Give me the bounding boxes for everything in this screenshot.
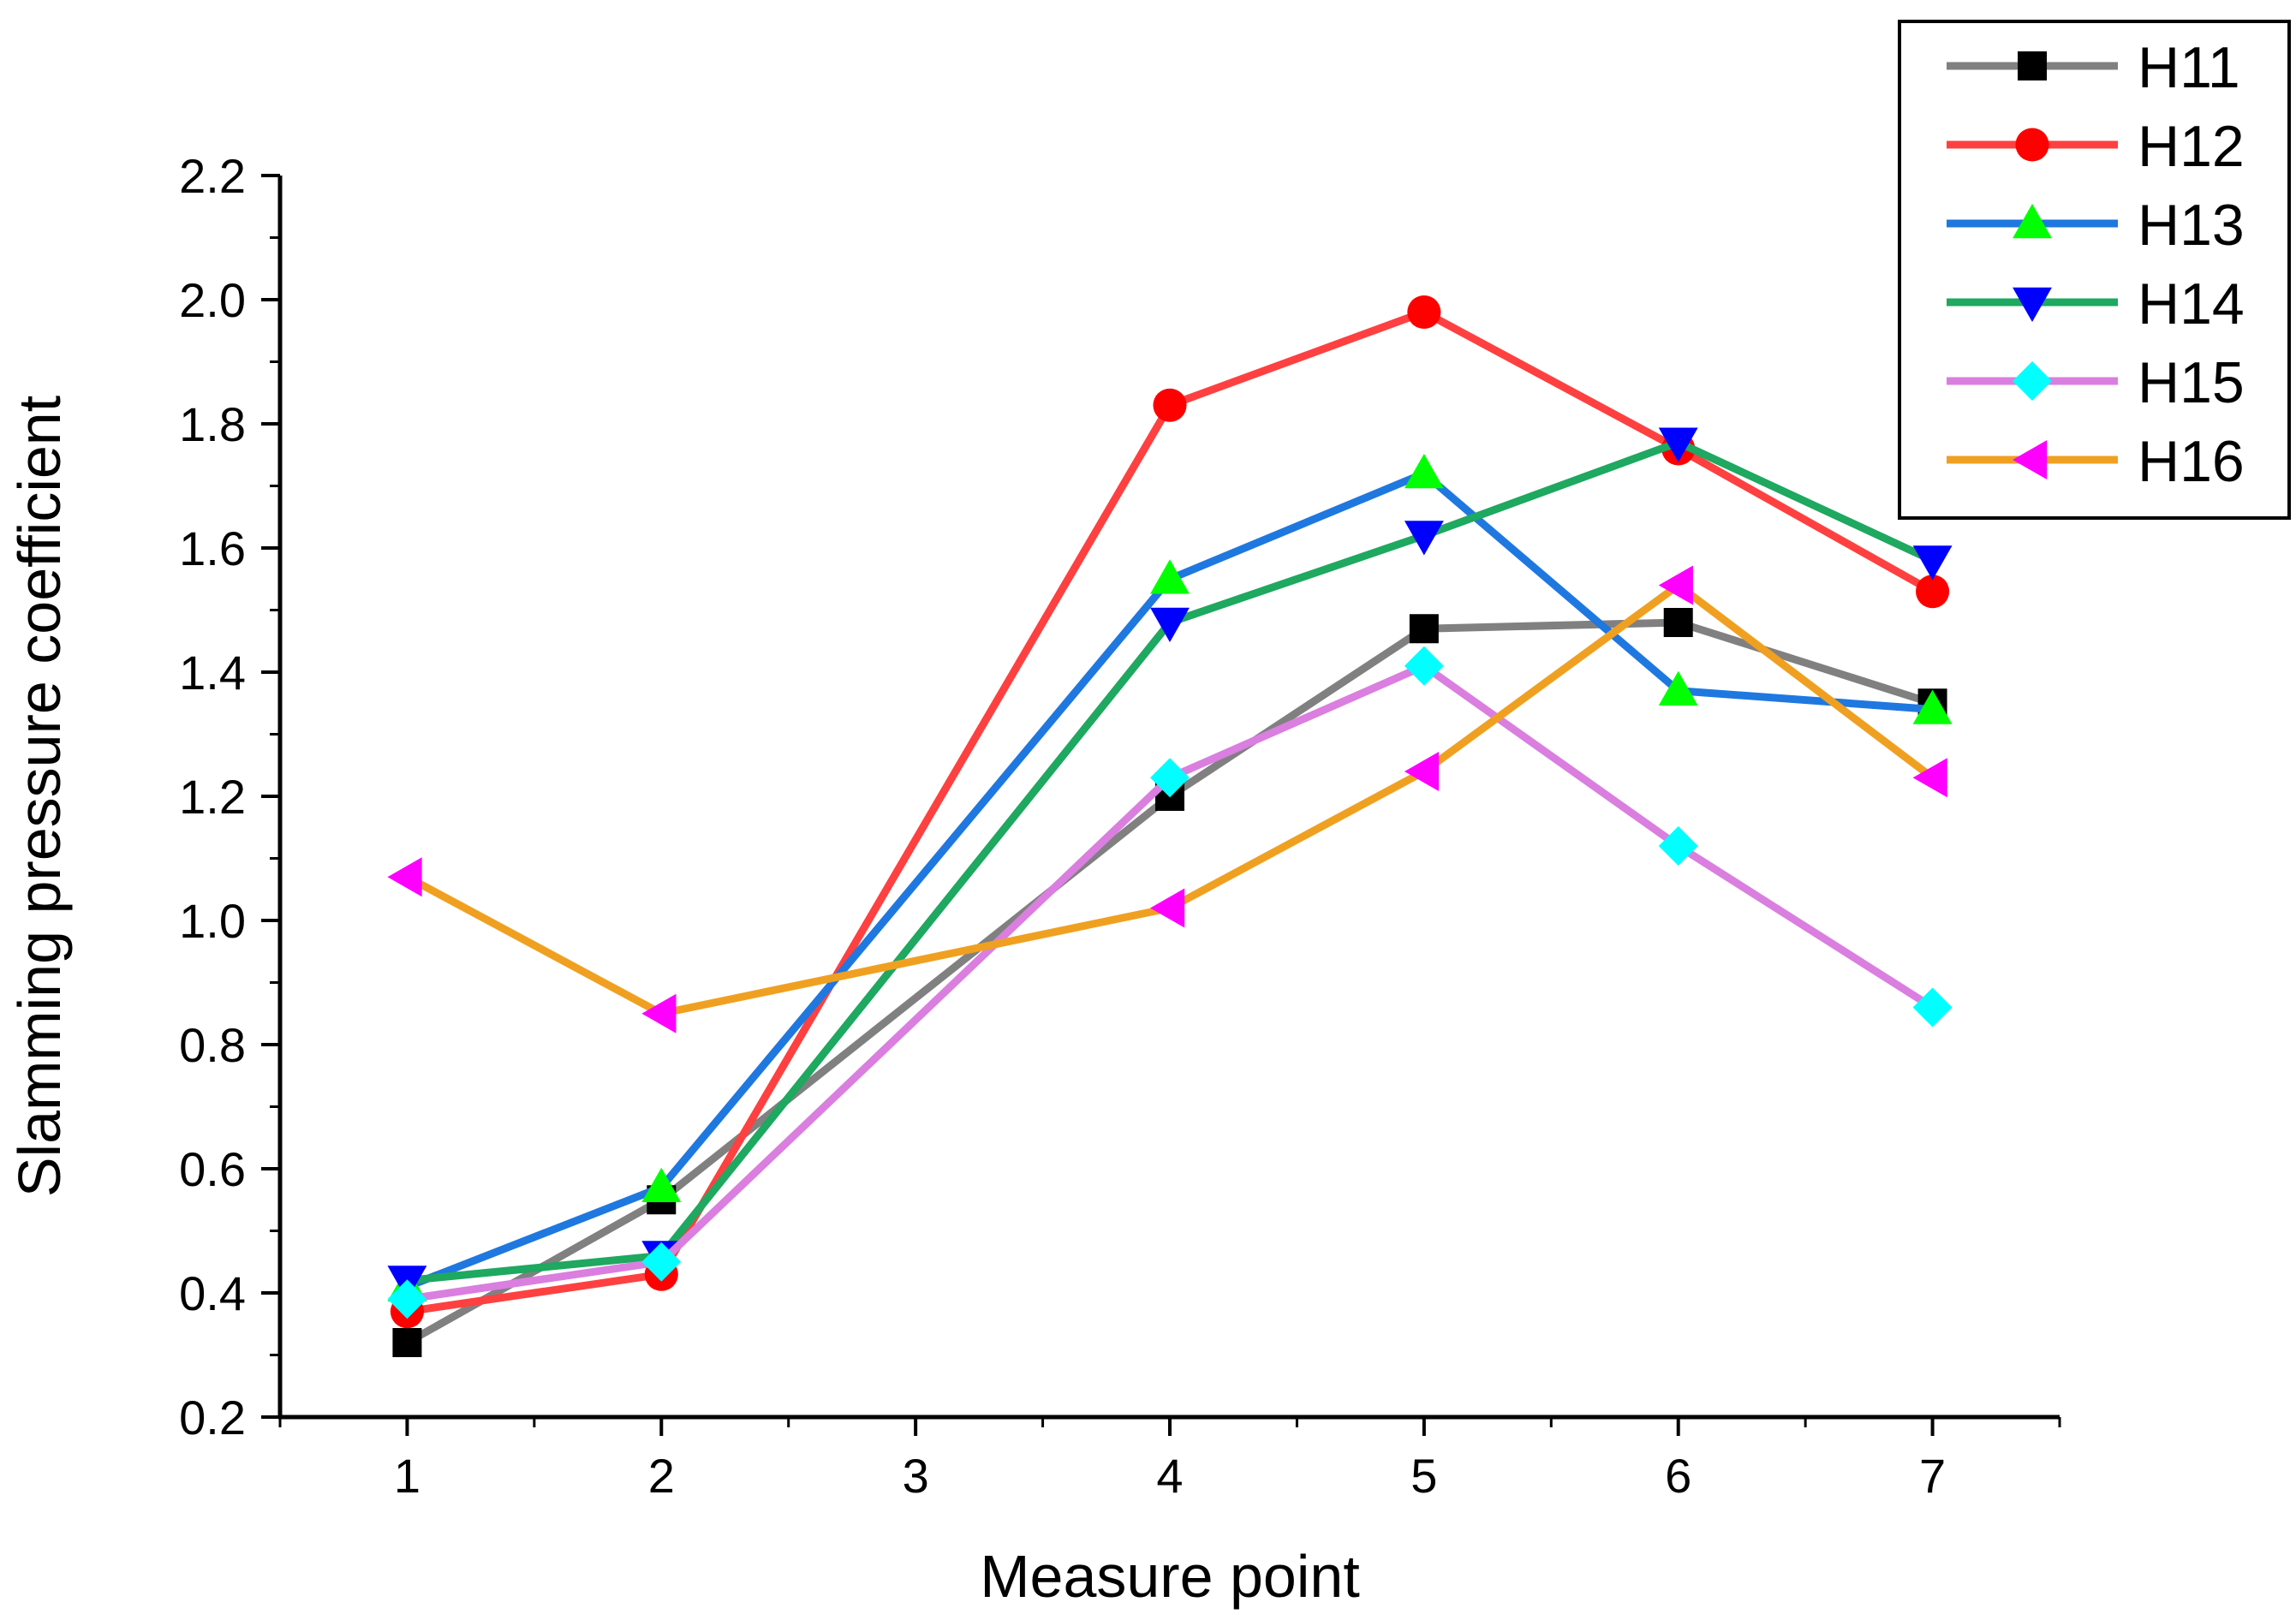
data-point-h15 (1658, 826, 1698, 866)
legend-marker (2013, 440, 2048, 479)
x-tick-label: 3 (903, 1449, 929, 1503)
data-point-h15 (1150, 758, 1190, 798)
legend-marker (2018, 51, 2047, 80)
data-point-h16 (1658, 565, 1693, 605)
axes: 0.2 0.4 0.6 0.8 1.0 1.2 1.4 1.6 1.8 2.0 2.2 1 2 3 4 5 6 7 (179, 149, 2061, 1503)
x-tick-label: 6 (1665, 1449, 1691, 1503)
series-line-h11 (405, 618, 1934, 1346)
data-point-h11 (1663, 608, 1693, 637)
x-tick-label: 2 (648, 1449, 675, 1503)
series-h14 (387, 427, 1953, 1301)
series-h12 (390, 295, 1950, 1329)
y-tick-label: 1.4 (179, 646, 246, 700)
legend-marker (2013, 287, 2052, 322)
series-h13 (387, 454, 1953, 1301)
legend-item-h15: H15 (1947, 350, 2245, 415)
legend-item-h12: H12 (1947, 114, 2245, 179)
series-line-h14 (406, 438, 1935, 1284)
legend-label: H15 (2138, 350, 2245, 415)
data-point-h13 (1658, 670, 1698, 706)
data-point-h13 (1912, 689, 1953, 724)
data-point-h16 (1912, 758, 1947, 798)
y-axis-title: Slamming pressure coefficient (6, 396, 73, 1197)
legend-marker (2015, 128, 2049, 162)
y-tick-label: 0.6 (179, 1142, 246, 1196)
y-tick-label: 0.8 (179, 1018, 246, 1072)
x-tick-label: 1 (394, 1449, 420, 1503)
data-point-h14 (1404, 521, 1444, 556)
legend-label: H12 (2138, 114, 2245, 179)
data-point-h12 (1153, 388, 1187, 422)
data-point-h12 (1916, 575, 1950, 609)
series-line-h12 (406, 308, 1935, 1316)
data-point-h15 (387, 1279, 427, 1319)
data-point-h14 (1912, 545, 1953, 581)
data-point-h16 (641, 993, 677, 1033)
data-point-h11 (392, 1328, 422, 1357)
legend-box (1898, 20, 2291, 520)
data-point-h16 (1150, 888, 1185, 928)
legend-marker (2013, 204, 2052, 239)
data-point-h14 (1658, 427, 1698, 462)
data-point-h15 (641, 1242, 682, 1282)
series-h16 (387, 565, 1947, 1033)
data-point-h16 (1404, 752, 1440, 791)
series-lines (387, 295, 1953, 1357)
y-tick-label: 0.4 (179, 1266, 246, 1320)
legend-label: H14 (2138, 271, 2245, 337)
y-tick-label: 0.2 (179, 1391, 246, 1444)
series-line-h15 (406, 662, 1935, 1303)
data-point-h13 (641, 1167, 682, 1202)
data-point-h13 (1150, 559, 1190, 594)
legend-label: H11 (2138, 35, 2240, 100)
x-tick-label: 4 (1156, 1449, 1183, 1503)
legend-item-h11: H11 (1947, 35, 2240, 100)
legend-label: H13 (2138, 193, 2245, 258)
y-tick-label: 1.8 (179, 397, 246, 451)
series-line-h16 (405, 581, 1935, 1018)
legend-label: H16 (2138, 429, 2245, 494)
legend-item-h14: H14 (1947, 271, 2245, 337)
legend-item-h13: H13 (1947, 193, 2245, 258)
legend: H11 H12 H13 H14 H15 H16 (1898, 20, 2291, 520)
data-point-h12 (1407, 295, 1441, 330)
x-tick-label: 5 (1410, 1449, 1437, 1503)
y-tick-label: 1.6 (179, 521, 246, 575)
y-tick-label: 1.2 (179, 770, 246, 824)
series-h15 (387, 646, 1953, 1319)
legend-item-h16: H16 (1947, 429, 2245, 494)
x-axis-title: Measure point (980, 1543, 1360, 1610)
data-point-h13 (1404, 454, 1444, 489)
x-tick-label: 7 (1919, 1449, 1946, 1503)
data-point-h11 (1409, 614, 1439, 644)
data-point-h15 (1404, 646, 1444, 686)
y-tick-label: 2.2 (179, 149, 246, 203)
legend-marker (2013, 361, 2052, 401)
series-h11 (392, 608, 1947, 1357)
data-point-h14 (1150, 607, 1190, 642)
data-point-h15 (1912, 987, 1953, 1027)
data-point-h16 (387, 857, 422, 897)
y-tick-label: 1.0 (179, 894, 246, 948)
y-tick-label: 2.0 (179, 273, 246, 327)
series-line-h13 (405, 469, 1933, 1290)
